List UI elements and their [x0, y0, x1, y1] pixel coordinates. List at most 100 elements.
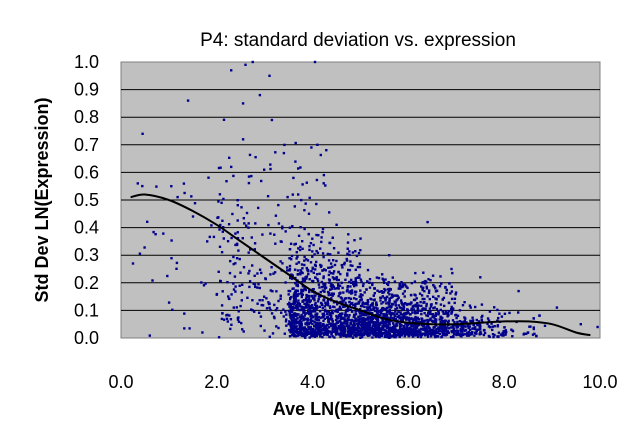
data-point — [384, 329, 388, 332]
data-point — [328, 281, 331, 284]
data-point — [175, 261, 179, 265]
data-point — [230, 165, 233, 169]
data-point — [308, 278, 311, 281]
data-point — [254, 156, 257, 159]
data-point — [450, 285, 453, 288]
data-point — [305, 312, 308, 315]
data-point — [307, 270, 310, 273]
data-point — [443, 304, 446, 308]
data-point — [339, 296, 343, 299]
data-point — [348, 327, 351, 330]
data-point — [418, 332, 422, 335]
data-point — [387, 281, 390, 284]
x-tick-label: 10.0 — [582, 372, 617, 392]
data-point — [342, 324, 345, 327]
data-point — [297, 247, 300, 250]
data-point — [401, 285, 404, 289]
data-point — [324, 269, 327, 272]
data-point — [406, 308, 409, 311]
data-point — [331, 294, 334, 297]
data-point — [382, 279, 385, 282]
data-point — [320, 330, 323, 333]
data-point — [249, 248, 252, 251]
data-point — [380, 328, 383, 331]
data-point — [362, 326, 366, 329]
data-point — [329, 311, 332, 315]
data-point — [319, 265, 323, 269]
data-point — [396, 307, 399, 310]
data-point — [300, 323, 303, 326]
data-point — [410, 317, 413, 321]
data-point — [402, 307, 405, 310]
data-point — [386, 326, 389, 329]
data-point — [459, 330, 463, 333]
data-point — [314, 314, 318, 317]
data-point — [170, 239, 173, 242]
data-point — [321, 231, 324, 234]
data-point — [241, 328, 244, 331]
data-point — [374, 306, 378, 309]
data-point — [421, 321, 424, 324]
data-point — [414, 271, 417, 275]
data-point — [352, 283, 356, 286]
data-point — [312, 288, 315, 291]
data-point — [442, 312, 445, 315]
data-point — [368, 305, 371, 309]
data-point — [414, 327, 417, 330]
data-point — [317, 234, 320, 237]
data-point — [392, 316, 396, 320]
data-point — [496, 325, 499, 328]
data-point — [345, 333, 349, 337]
data-point — [438, 285, 442, 288]
data-point — [304, 328, 307, 331]
data-point — [385, 306, 389, 310]
data-point — [320, 240, 323, 244]
data-point — [489, 326, 492, 329]
data-point — [433, 329, 437, 333]
data-point — [443, 321, 447, 324]
data-point — [366, 316, 370, 319]
data-point — [311, 331, 314, 335]
data-point — [441, 333, 445, 336]
data-point — [291, 193, 294, 196]
data-point — [301, 277, 305, 280]
data-point — [274, 242, 277, 245]
data-point — [471, 316, 474, 319]
data-point — [337, 308, 340, 311]
data-point — [411, 323, 414, 326]
data-point — [175, 267, 178, 270]
data-point — [305, 266, 308, 270]
data-point — [259, 315, 263, 318]
data-point — [312, 310, 315, 313]
data-point — [381, 307, 384, 310]
data-point — [438, 326, 441, 329]
data-point — [292, 295, 296, 298]
data-point — [350, 281, 353, 284]
data-point — [347, 317, 350, 320]
data-point — [371, 320, 374, 323]
data-point — [307, 297, 311, 300]
data-point — [382, 326, 385, 329]
data-point — [432, 320, 435, 323]
data-point — [325, 312, 329, 316]
data-point — [290, 310, 294, 314]
data-point — [230, 236, 233, 240]
data-point — [388, 310, 391, 314]
data-point — [294, 141, 297, 145]
data-point — [307, 272, 310, 276]
data-point — [387, 306, 390, 309]
data-point — [290, 254, 294, 258]
data-point — [385, 333, 389, 337]
data-point — [307, 325, 310, 328]
data-point — [330, 324, 333, 327]
data-point — [244, 63, 247, 66]
data-point — [359, 336, 362, 339]
data-point — [260, 271, 263, 275]
data-point — [461, 333, 465, 337]
data-point — [401, 282, 404, 286]
data-point — [391, 276, 394, 279]
data-point — [242, 217, 245, 220]
data-point — [273, 271, 277, 274]
data-point — [232, 306, 235, 309]
data-point — [453, 321, 456, 324]
